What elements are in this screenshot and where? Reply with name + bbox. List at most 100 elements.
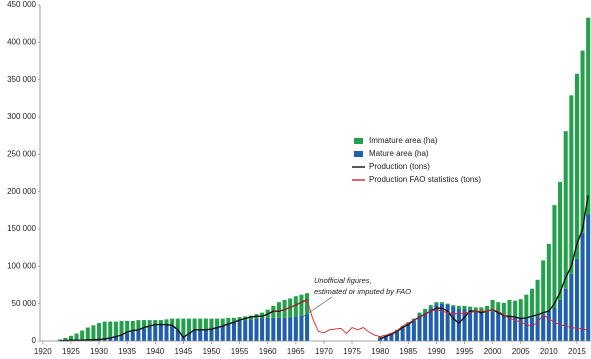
x-tick-label: 1960 bbox=[259, 347, 277, 356]
x-tick-label: 1955 bbox=[231, 347, 249, 356]
bar-segment bbox=[80, 330, 85, 341]
line bbox=[379, 195, 589, 340]
bar-segment bbox=[97, 323, 102, 340]
bar-segment bbox=[558, 181, 563, 300]
bar-segment bbox=[501, 302, 506, 315]
bar-segment bbox=[243, 320, 248, 341]
bar-segment bbox=[125, 332, 130, 341]
line bbox=[273, 299, 589, 337]
bar-segment bbox=[529, 288, 534, 318]
bar-segment bbox=[170, 318, 175, 327]
bar-segment bbox=[417, 315, 422, 341]
bar-segment bbox=[231, 322, 236, 341]
x-tick-label: 1950 bbox=[203, 347, 221, 356]
bar-segment bbox=[423, 308, 428, 313]
bar-segment bbox=[288, 317, 293, 341]
bar-segment bbox=[569, 95, 574, 274]
bar-segment bbox=[524, 294, 529, 319]
bar-segment bbox=[198, 329, 203, 341]
bar-segment bbox=[513, 317, 518, 341]
annotation: Unofficial figures, bbox=[314, 276, 372, 285]
bar-segment bbox=[580, 232, 585, 341]
x-tick-label: 1985 bbox=[399, 347, 417, 356]
bar-segment bbox=[265, 317, 270, 341]
bar-segment bbox=[299, 315, 304, 341]
bar-segment bbox=[260, 317, 265, 341]
bar-segment bbox=[119, 335, 124, 341]
bar-segment bbox=[108, 321, 113, 339]
legend-label: Immature area (ha) bbox=[369, 136, 438, 145]
bar-segment bbox=[546, 243, 551, 312]
bar-segment bbox=[389, 333, 394, 341]
bar-segment bbox=[192, 329, 197, 341]
bar-segment bbox=[231, 317, 236, 323]
bar-segment bbox=[186, 333, 192, 341]
bar-segment bbox=[305, 314, 310, 341]
bar-segment bbox=[237, 320, 242, 341]
bar-segment bbox=[102, 338, 107, 341]
legend-label: Production FAO statistics (tons) bbox=[369, 175, 481, 184]
x-tick-label: 1920 bbox=[34, 347, 52, 356]
bar-segment bbox=[490, 311, 495, 341]
bar-segment bbox=[63, 338, 68, 341]
bar-segment bbox=[552, 205, 557, 308]
bar-segment bbox=[484, 311, 490, 341]
bar-segment bbox=[434, 304, 439, 341]
bar-segment bbox=[423, 312, 428, 341]
bar-segment bbox=[513, 300, 518, 318]
bar-segment bbox=[209, 318, 214, 329]
bar-segment bbox=[383, 335, 388, 341]
bar-segment bbox=[153, 325, 158, 341]
legend-swatch bbox=[354, 151, 363, 157]
bar-segment bbox=[293, 296, 298, 317]
bar-segment bbox=[215, 326, 220, 341]
bar-segment bbox=[518, 318, 523, 341]
bar-segment bbox=[108, 338, 113, 341]
bar-segment bbox=[158, 324, 163, 341]
bar-segment bbox=[546, 311, 551, 341]
x-tick-label: 1975 bbox=[343, 347, 361, 356]
bar-segment bbox=[147, 320, 152, 327]
bar-segment bbox=[574, 73, 579, 259]
bar-segment bbox=[181, 318, 186, 338]
x-tick-label: 1935 bbox=[118, 347, 136, 356]
bar-segment bbox=[541, 260, 546, 315]
x-tick-label: 2015 bbox=[568, 347, 586, 356]
bar-segment bbox=[113, 336, 118, 341]
x-tick-label: 2000 bbox=[484, 347, 502, 356]
bar-segment bbox=[563, 288, 568, 341]
bar-segment bbox=[462, 305, 467, 309]
y-tick-label: 50 000 bbox=[12, 299, 37, 308]
bar-segment bbox=[254, 318, 259, 341]
bar-segment bbox=[411, 320, 416, 341]
bar-segment bbox=[552, 307, 557, 341]
bar-segment bbox=[445, 303, 450, 305]
x-tick-label: 1930 bbox=[90, 347, 108, 356]
bar-segment bbox=[141, 320, 147, 329]
bar-segment bbox=[237, 317, 242, 321]
bar-segment bbox=[378, 337, 383, 341]
bar-segment bbox=[136, 320, 141, 330]
bar-segment bbox=[293, 316, 298, 341]
bar-segment bbox=[468, 309, 473, 341]
x-tick-label: 1965 bbox=[287, 347, 305, 356]
bar-segment bbox=[271, 317, 276, 341]
bar-segment bbox=[192, 318, 197, 330]
y-tick-label: 0 bbox=[32, 336, 37, 345]
bar-segment bbox=[226, 317, 231, 324]
bar-segment bbox=[501, 314, 506, 341]
y-tick-label: 200 000 bbox=[7, 187, 36, 196]
bar-segment bbox=[524, 318, 529, 341]
legend-swatch bbox=[354, 138, 363, 144]
x-tick-label: 1970 bbox=[315, 347, 333, 356]
bar-segment bbox=[209, 328, 214, 341]
bar-segment bbox=[175, 318, 180, 330]
bar-segment bbox=[158, 320, 163, 325]
bar-segment bbox=[113, 321, 118, 337]
bar-segment bbox=[282, 317, 287, 341]
x-tick-label: 2005 bbox=[512, 347, 530, 356]
annotation: estimated or imputed by FAO bbox=[314, 287, 411, 296]
x-tick-label: 2010 bbox=[540, 347, 558, 356]
bar-segment bbox=[164, 324, 169, 341]
bar-segment bbox=[563, 131, 568, 289]
